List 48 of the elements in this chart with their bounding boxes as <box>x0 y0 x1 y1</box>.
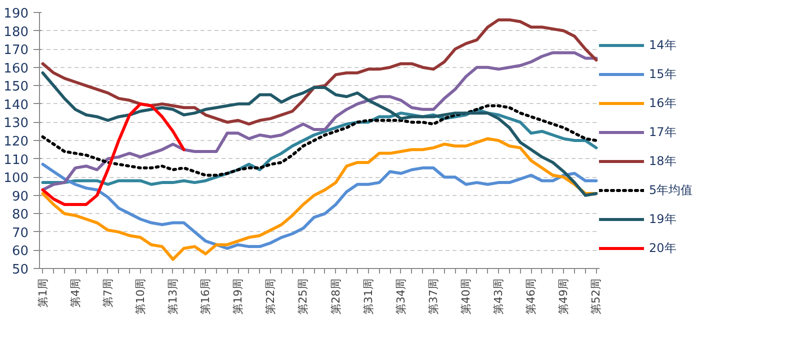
legend-label: 16年 <box>649 94 676 112</box>
x-tick-label: 第19周 <box>232 278 245 314</box>
y-tick-label: 150 <box>4 80 29 95</box>
y-tick-label: 90 <box>12 189 29 204</box>
x-tick-label: 第4周 <box>68 278 82 308</box>
line-series <box>41 18 598 126</box>
legend-label: 18年 <box>649 152 676 170</box>
x-tick-label: 第34周 <box>394 278 408 314</box>
x-tick-label: 第28周 <box>329 278 342 314</box>
y-tick-label: 60 <box>12 244 29 260</box>
y-tick-label: 70 <box>12 226 29 241</box>
y-tick-label: 100 <box>4 171 29 186</box>
x-tick-label: 第43周 <box>492 278 506 314</box>
x-tick-label: 第37周 <box>426 278 440 314</box>
legend-label: 15年 <box>649 66 676 82</box>
legend-label: 5年均值 <box>649 182 693 198</box>
legend-label: 14年 <box>649 36 676 54</box>
legend-label: 19年 <box>649 210 676 228</box>
y-tick-label: 180 <box>4 24 29 40</box>
line-series <box>41 102 186 206</box>
x-tick-label: 第52周 <box>590 278 603 314</box>
y-tick-label: 160 <box>4 61 29 76</box>
x-tick-label: 第7周 <box>101 278 114 308</box>
x-tick-label: 第40周 <box>460 278 473 314</box>
y-tick-label: 120 <box>4 134 29 150</box>
x-tick-label: 第22周 <box>264 278 278 314</box>
x-tick-label: 第16周 <box>199 278 212 314</box>
line-series <box>41 137 598 261</box>
y-tick-label: 190 <box>4 6 29 22</box>
y-tick-label: 170 <box>4 43 29 58</box>
x-tick-label: 第13周 <box>166 278 180 314</box>
legend-label: 20年 <box>649 240 676 256</box>
line-series <box>41 71 598 197</box>
line-series <box>41 51 598 192</box>
x-tick-label: 第49周 <box>557 278 570 314</box>
y-tick-label: 50 <box>12 262 29 278</box>
line-series <box>41 104 598 177</box>
x-tick-label: 第25周 <box>296 278 310 314</box>
y-tick-label: 130 <box>4 116 29 132</box>
y-tick-label: 110 <box>4 152 29 168</box>
x-tick-label: 第10周 <box>134 278 147 314</box>
x-tick-label: 第31周 <box>362 278 375 314</box>
legend-label: 17年 <box>649 124 676 140</box>
y-tick-label: 80 <box>12 208 29 223</box>
x-tick-label: 第46周 <box>524 278 538 314</box>
x-tick-label: 第1周 <box>36 278 50 308</box>
line-series <box>41 162 598 250</box>
y-tick-label: 140 <box>4 98 29 113</box>
